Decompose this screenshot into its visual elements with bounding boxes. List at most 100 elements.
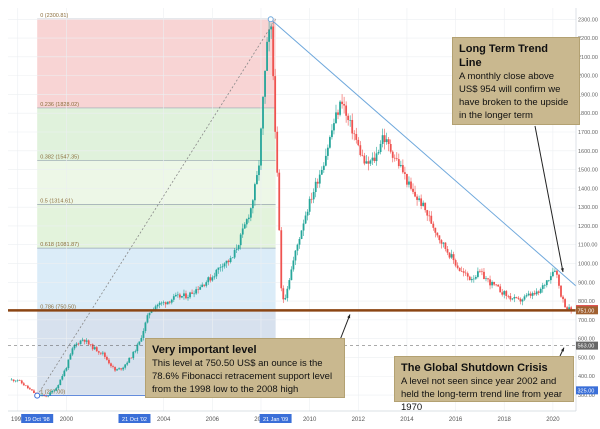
candle-body — [462, 271, 465, 273]
y-tick-label: 300.00 — [578, 393, 595, 399]
y-tick-label: 500.00 — [578, 355, 595, 361]
candle-body — [199, 287, 202, 290]
candle-body — [101, 352, 104, 354]
candle-body — [144, 322, 147, 331]
candle-body — [329, 137, 331, 148]
candle-body — [231, 257, 234, 259]
candle-body — [428, 215, 431, 217]
price-badge — [576, 386, 598, 395]
candle-body — [20, 380, 23, 384]
candle-body — [547, 280, 550, 281]
candle-body — [18, 380, 21, 382]
x-marker-label: 19 Oct '98 — [25, 417, 50, 423]
candle-body — [215, 269, 218, 277]
x-marker-label: 21 Jan '09 — [263, 417, 288, 423]
candle-body — [448, 252, 451, 258]
candle-body — [442, 242, 445, 244]
axes: 300.00 400.00 500.00 600.00 700.00 800.00 900.… — [8, 8, 598, 423]
candle-body — [79, 340, 82, 345]
candle-body — [367, 161, 370, 164]
x-marker-badge — [259, 414, 292, 423]
candle-body — [371, 157, 374, 161]
candle-body — [566, 307, 568, 310]
candle-body — [468, 276, 471, 281]
candle-body — [353, 133, 356, 135]
candle-body — [331, 130, 333, 138]
fib-level-label: 0.786 (750.50) — [40, 304, 76, 310]
candle-body — [300, 230, 303, 240]
candle-body — [260, 128, 262, 166]
candle-body — [272, 26, 275, 77]
candle-body — [128, 357, 131, 363]
candle-body — [12, 379, 15, 381]
y-tick-label: 700.00 — [578, 318, 595, 324]
candle-body — [537, 291, 540, 293]
candle-body — [95, 347, 98, 352]
candle-body — [485, 278, 487, 280]
candle-body — [262, 96, 264, 129]
candle-body — [264, 70, 266, 97]
candle-body — [458, 267, 461, 272]
candle-body — [211, 277, 214, 281]
candle-body — [112, 366, 114, 367]
candle-body — [355, 134, 358, 140]
candle-body — [142, 330, 145, 338]
candle-body — [505, 291, 508, 296]
candle-body — [203, 284, 206, 286]
x-tick-label: 2016 — [449, 417, 463, 423]
candle-body — [535, 291, 538, 295]
candle-body — [69, 354, 72, 360]
candle-body — [399, 165, 402, 167]
candle-body — [495, 284, 498, 286]
arrow-trend — [534, 125, 564, 273]
candle-body — [359, 145, 362, 156]
candle-body — [245, 219, 248, 225]
y-tick-label: 1900.00 — [578, 92, 598, 98]
candle-body — [418, 198, 421, 200]
candle-body — [59, 379, 62, 386]
x-marker-label: 21 Oct '02 — [122, 417, 147, 423]
candle-body — [523, 296, 526, 300]
candle-body — [233, 250, 236, 258]
candle-body — [61, 375, 64, 380]
candle-body — [239, 234, 242, 246]
price-badge — [576, 306, 598, 315]
candle-body — [501, 292, 504, 295]
candle-body — [51, 390, 54, 393]
candle-body — [333, 123, 335, 131]
candle-body — [24, 385, 27, 386]
y-tick-label: 900.00 — [578, 280, 595, 286]
candle-body — [389, 144, 392, 152]
candle-body — [326, 147, 329, 156]
y-tick-label: 2000.00 — [578, 74, 598, 80]
candle-body — [527, 293, 530, 296]
candle-body — [363, 155, 366, 164]
candle-body — [270, 26, 273, 30]
x-marker-badge — [118, 414, 151, 423]
candle-body — [434, 227, 437, 233]
candle-body — [160, 302, 163, 304]
candle-body — [49, 392, 52, 396]
candle-body — [108, 359, 110, 364]
candle-body — [493, 281, 496, 285]
candle-body — [341, 101, 343, 105]
candle-body — [67, 359, 70, 369]
fib-level-label: 0.236 (1828.02) — [40, 102, 79, 108]
y-tick-label: 1600.00 — [578, 149, 598, 155]
y-tick-label: 1000.00 — [578, 262, 598, 268]
candle-body — [436, 232, 439, 236]
candle-body — [456, 265, 459, 268]
candle-body — [81, 339, 84, 341]
candle-body — [551, 271, 554, 277]
candle-body — [268, 29, 270, 42]
annotation-level-title: Very important level — [152, 344, 257, 356]
candle-body — [249, 208, 252, 218]
candle-body — [179, 294, 181, 298]
candle-body — [89, 344, 92, 345]
candle-body — [183, 293, 185, 297]
candle-body — [174, 294, 177, 297]
candle-body — [377, 152, 380, 154]
candle-body — [349, 119, 352, 121]
candle-body — [97, 351, 100, 353]
candle-body — [320, 169, 323, 175]
